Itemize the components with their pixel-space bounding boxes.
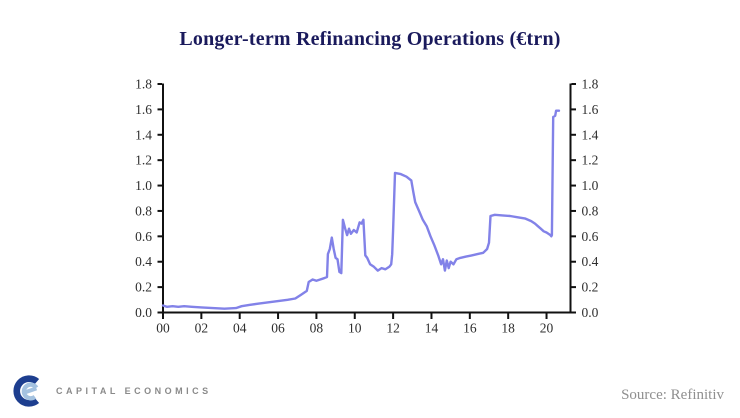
ltro-series-line	[161, 109, 561, 310]
y-tick-label-left: 0.4	[135, 254, 152, 269]
x-tick-label: 06	[271, 321, 285, 336]
x-tick-label: 00	[156, 321, 170, 336]
x-tick-label: 18	[501, 321, 515, 336]
capital-economics-logo: CAPITAL ECONOMICS	[10, 372, 212, 410]
y-tick-label-right: 0.6	[582, 229, 599, 244]
x-tick-label: 04	[233, 321, 247, 336]
y-tick-label-right: 0.0	[582, 305, 599, 320]
x-tick-label: 16	[463, 321, 477, 336]
y-tick-label-right: 1.2	[582, 153, 599, 168]
y-tick-label-right: 0.8	[582, 203, 599, 218]
capital-economics-c-logo-icon	[13, 375, 40, 407]
y-tick-label-left: 1.4	[135, 127, 152, 142]
y-tick-label-right: 0.4	[582, 254, 599, 269]
logo-wordmark: CAPITAL ECONOMICS	[56, 386, 212, 396]
y-tick-label-left: 1.8	[135, 77, 152, 92]
y-tick-label-left: 0.0	[135, 305, 152, 320]
x-tick-label: 10	[348, 321, 362, 336]
y-tick-label-right: 1.4	[582, 127, 599, 142]
source-attribution: Source: Refinitiv	[621, 387, 724, 403]
x-tick-label: 12	[386, 321, 400, 336]
x-tick-label: 02	[195, 321, 209, 336]
x-tick-label: 08	[310, 321, 324, 336]
x-tick-label: 20	[540, 321, 554, 336]
y-tick-label-right: 1.6	[582, 102, 599, 117]
y-tick-label-right: 0.2	[582, 280, 599, 295]
y-tick-label-left: 1.6	[135, 102, 152, 117]
y-tick-label-left: 0.2	[135, 280, 152, 295]
y-tick-label-left: 1.0	[135, 178, 152, 193]
y-tick-label-left: 1.2	[135, 153, 152, 168]
y-tick-label-right: 1.8	[582, 77, 599, 92]
y-tick-label-right: 1.0	[582, 178, 599, 193]
y-tick-label-left: 0.6	[135, 229, 152, 244]
chart-title: Longer-term Refinancing Operations (€trn…	[179, 28, 561, 50]
x-tick-label: 14	[425, 321, 439, 336]
y-tick-label-left: 0.8	[135, 203, 152, 218]
chart-footer: CAPITAL ECONOMICS Source: Refinitiv	[0, 368, 740, 412]
